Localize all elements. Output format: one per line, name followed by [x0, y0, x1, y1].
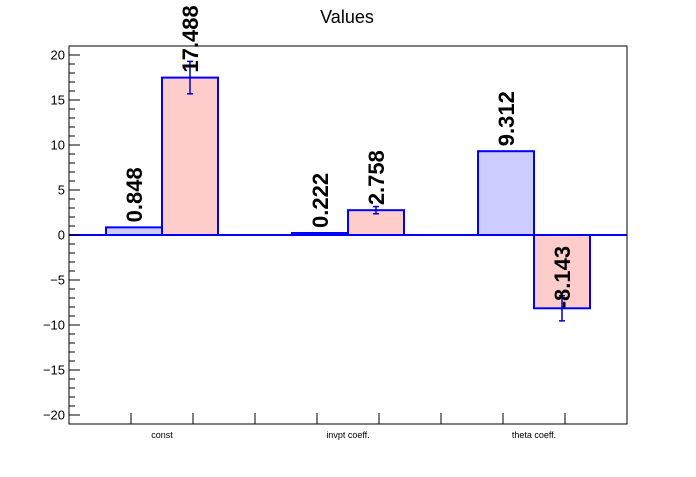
y-tick-label: 0 — [58, 228, 65, 243]
y-tick-label: 5 — [58, 183, 65, 198]
y-tick-label: 20 — [51, 48, 65, 63]
labels-layer: 0.848 0.222 9.312 17.488 2.758 -8.143 — [122, 5, 575, 308]
y-tick-label: −10 — [43, 318, 65, 333]
data-label-s2-1: 2.758 — [364, 150, 389, 205]
data-label-s2-0: 17.488 — [178, 5, 203, 72]
x-category-label: const — [151, 430, 173, 440]
bar-s1-2 — [477, 150, 535, 236]
y-tick-label: 15 — [51, 93, 65, 108]
x-category-label: theta coeff. — [512, 430, 556, 440]
y-tick-label: −5 — [50, 273, 65, 288]
y-tick-label: 10 — [51, 138, 65, 153]
x-category-label: invpt coeff. — [326, 430, 369, 440]
y-tick-label: −15 — [43, 363, 65, 378]
data-label-s1-2: 9.312 — [494, 91, 519, 146]
data-label-s1-0: 0.848 — [122, 167, 147, 222]
bars-layer — [105, 60, 591, 322]
data-label-s1-1: 0.222 — [308, 173, 333, 228]
bar-s1-0 — [105, 226, 163, 236]
chart-title: Values — [320, 7, 374, 27]
axes-layer: −20 −15 −10 −5 0 5 10 15 20 const invpt coeff. thet… — [43, 45, 628, 440]
y-tick-label: −20 — [43, 408, 65, 423]
bar-s2-0 — [161, 76, 219, 236]
data-label-s2-2: -8.143 — [550, 246, 575, 308]
